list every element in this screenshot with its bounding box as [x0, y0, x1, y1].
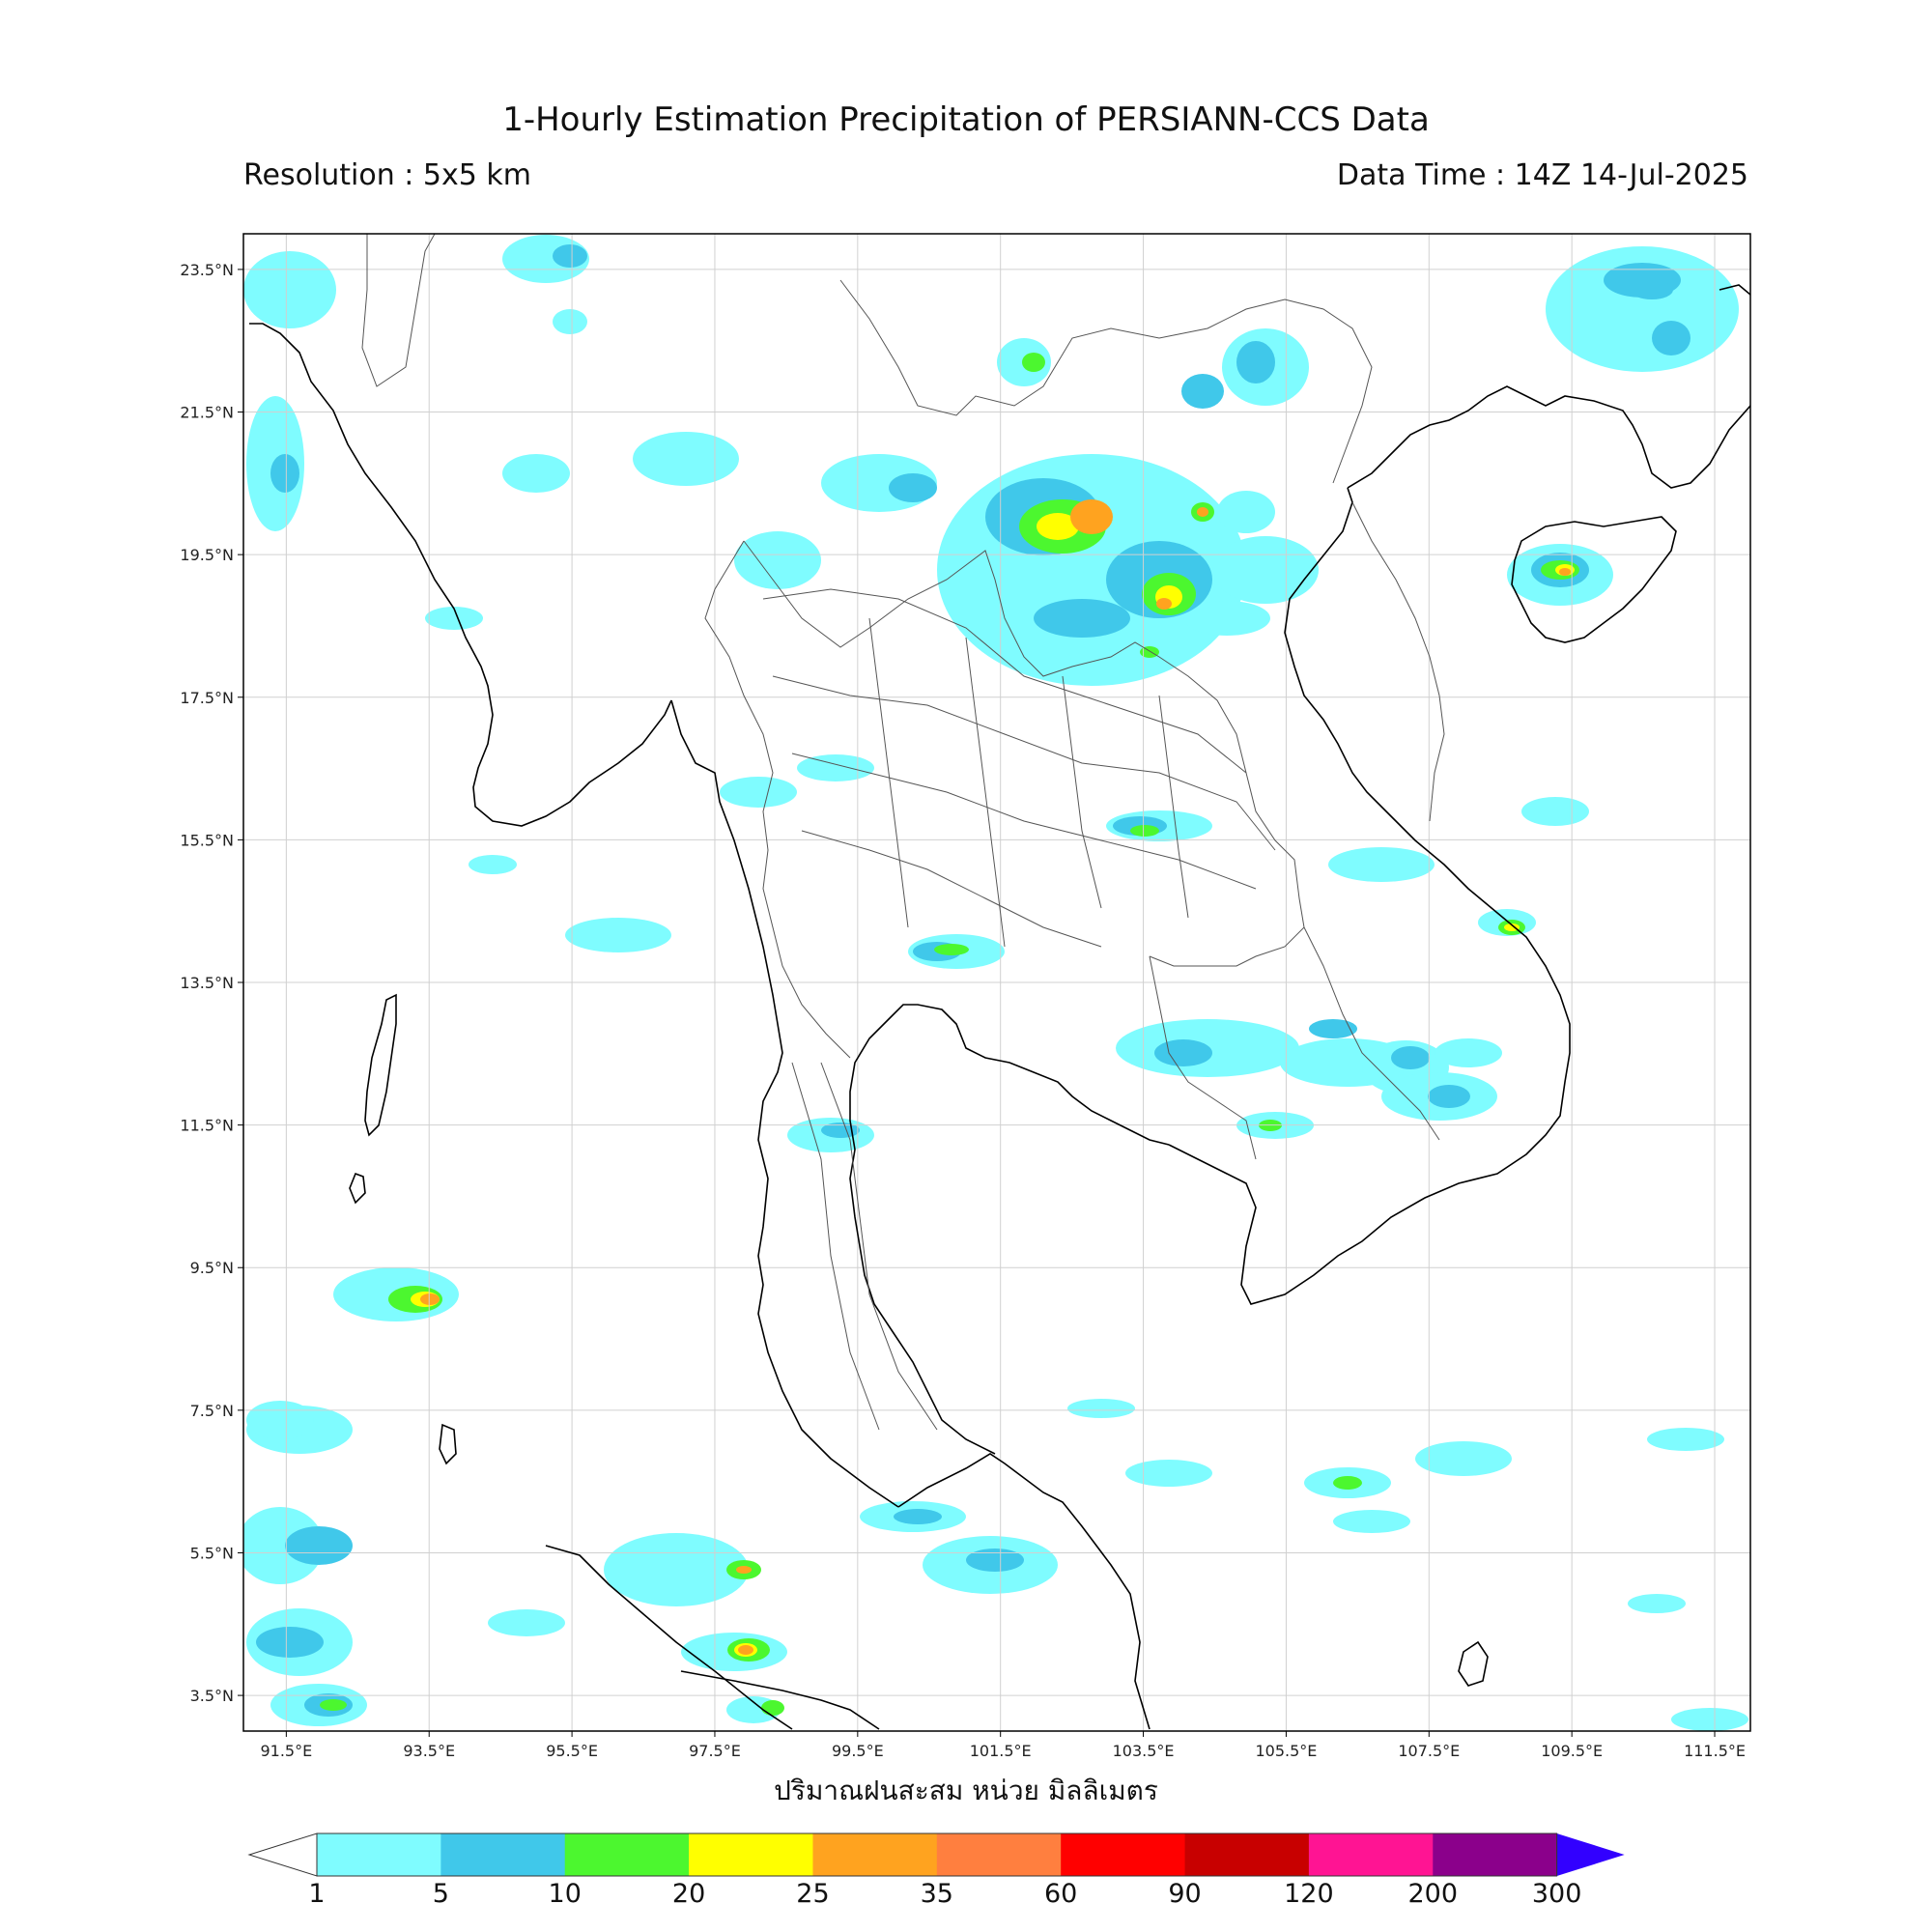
border-laos-vietnam	[1303, 926, 1440, 1141]
colorbar-segment	[812, 1833, 938, 1876]
lat-tick-label: 11.5°N	[180, 1117, 234, 1135]
border-myanmar-west	[361, 234, 436, 387]
colorbar-extend-low	[247, 1833, 318, 1877]
coastline-andaman	[364, 993, 397, 1137]
province-line-4	[801, 830, 1102, 948]
coastline-myanmar	[249, 323, 672, 827]
province-line-7	[1062, 675, 1102, 909]
colorbar-segment	[1308, 1833, 1434, 1876]
colorbar-extend-high	[1556, 1833, 1625, 1876]
coastline-vietnam	[1168, 487, 1571, 1305]
lon-tick-label: 93.5°E	[403, 1742, 455, 1760]
colorbar	[247, 1833, 1625, 1877]
province-line-1	[762, 588, 1247, 774]
colorbar-label: 300	[1531, 1879, 1582, 1909]
colorbar-segment	[1433, 1833, 1558, 1876]
colorbar-segment	[564, 1833, 690, 1876]
lon-tick-label: 105.5°E	[1255, 1742, 1317, 1760]
lat-tick-label: 7.5°N	[190, 1402, 234, 1420]
colorbar-label: 5	[432, 1879, 449, 1909]
province-line-6	[965, 637, 1006, 948]
colorbar-segment	[440, 1833, 566, 1876]
colorbar-label: 25	[796, 1879, 830, 1909]
colorbar-segment	[689, 1833, 813, 1876]
lon-tick-label: 99.5°E	[832, 1742, 884, 1760]
lon-tick-labels: 91.5°E 93.5°E 95.5°E 97.5°E 99.5°E 101.5°E 103…	[260, 1731, 1746, 1760]
lon-tick-label: 111.5°E	[1684, 1742, 1746, 1760]
coastline-island	[1458, 1640, 1489, 1687]
border-china-south	[839, 279, 1373, 484]
colorbar-segment	[936, 1833, 1062, 1876]
province-line-8	[1158, 695, 1189, 919]
coastline-little-andaman	[349, 1172, 366, 1205]
colorbar-label: 90	[1168, 1879, 1202, 1909]
gridlines	[243, 234, 1750, 1731]
colorbar-segment	[1184, 1833, 1310, 1876]
lon-tick-label: 95.5°E	[546, 1742, 598, 1760]
coastline-sumatra	[545, 1545, 793, 1730]
lat-tick-label: 17.5°N	[180, 689, 234, 707]
rain-moderate	[256, 244, 1690, 1717]
lat-tick-label: 19.5°N	[180, 546, 234, 564]
coastline-sumatra-east	[680, 1670, 880, 1730]
coastline-malaya-east	[897, 1453, 1151, 1730]
lat-tick-labels: 23.5°N 21.5°N 19.5°N 17.5°N 15.5°N 13.5°N 11.5…	[180, 261, 243, 1705]
admin-boundaries	[361, 234, 1445, 1431]
rain-orange	[420, 499, 1571, 1655]
units-label: ปริมาณฝนสะสม หน่วย มิลลิเมตร	[774, 1775, 1158, 1806]
border-thailand-north	[743, 540, 1305, 967]
colorbar-border	[316, 1833, 1558, 1877]
coastline-gulf	[849, 1004, 1170, 1455]
border-laos	[1351, 501, 1445, 822]
coastline-northeast	[1719, 284, 1750, 296]
colorbar-label: 120	[1284, 1879, 1334, 1909]
province-line-10	[791, 1062, 880, 1431]
colorbar-label: 60	[1043, 1879, 1078, 1909]
coastline-china	[1347, 385, 1750, 489]
border-cambodia	[1149, 955, 1257, 1160]
coastline-hainan	[1511, 516, 1677, 643]
lon-tick-label: 91.5°E	[260, 1742, 312, 1760]
colorbar-label: 200	[1407, 1879, 1459, 1909]
lon-tick-label: 97.5°E	[689, 1742, 741, 1760]
colorbar-label: 35	[920, 1879, 953, 1909]
colorbar-label: 20	[671, 1879, 706, 1909]
data-time-label: Data Time : 14Z 14-Jul-2025	[1336, 158, 1748, 192]
colorbar-label: 1	[308, 1879, 326, 1909]
colorbar-segment	[317, 1833, 441, 1876]
lat-tick-label: 13.5°N	[180, 974, 234, 992]
lat-tick-label: 3.5°N	[190, 1687, 234, 1705]
province-line-2	[772, 675, 1276, 851]
province-line-9	[820, 1062, 938, 1431]
border-thailand-west	[704, 540, 851, 1059]
lat-tick-label: 21.5°N	[180, 404, 234, 422]
lon-tick-label: 101.5°E	[970, 1742, 1032, 1760]
map-title: 1-Hourly Estimation Precipitation of PER…	[502, 100, 1430, 139]
coastlines	[249, 284, 1750, 1730]
colorbar-segment	[1061, 1833, 1186, 1876]
coastline-west-peninsula	[670, 699, 899, 1508]
lat-tick-label: 23.5°N	[180, 261, 234, 279]
lat-tick-label: 5.5°N	[190, 1544, 234, 1562]
colorbar-label: 10	[548, 1879, 582, 1909]
resolution-label: Resolution : 5x5 km	[243, 158, 531, 192]
coastline-nicobar	[439, 1423, 457, 1465]
lat-tick-label: 9.5°N	[190, 1259, 234, 1277]
lon-tick-label: 109.5°E	[1541, 1742, 1603, 1760]
lon-tick-label: 103.5°E	[1113, 1742, 1175, 1760]
lat-tick-label: 15.5°N	[180, 831, 234, 849]
rainfall-layer	[243, 235, 1748, 1731]
province-line-3	[791, 753, 1257, 890]
lon-tick-label: 107.5°E	[1398, 1742, 1460, 1760]
province-line-5	[868, 617, 909, 928]
